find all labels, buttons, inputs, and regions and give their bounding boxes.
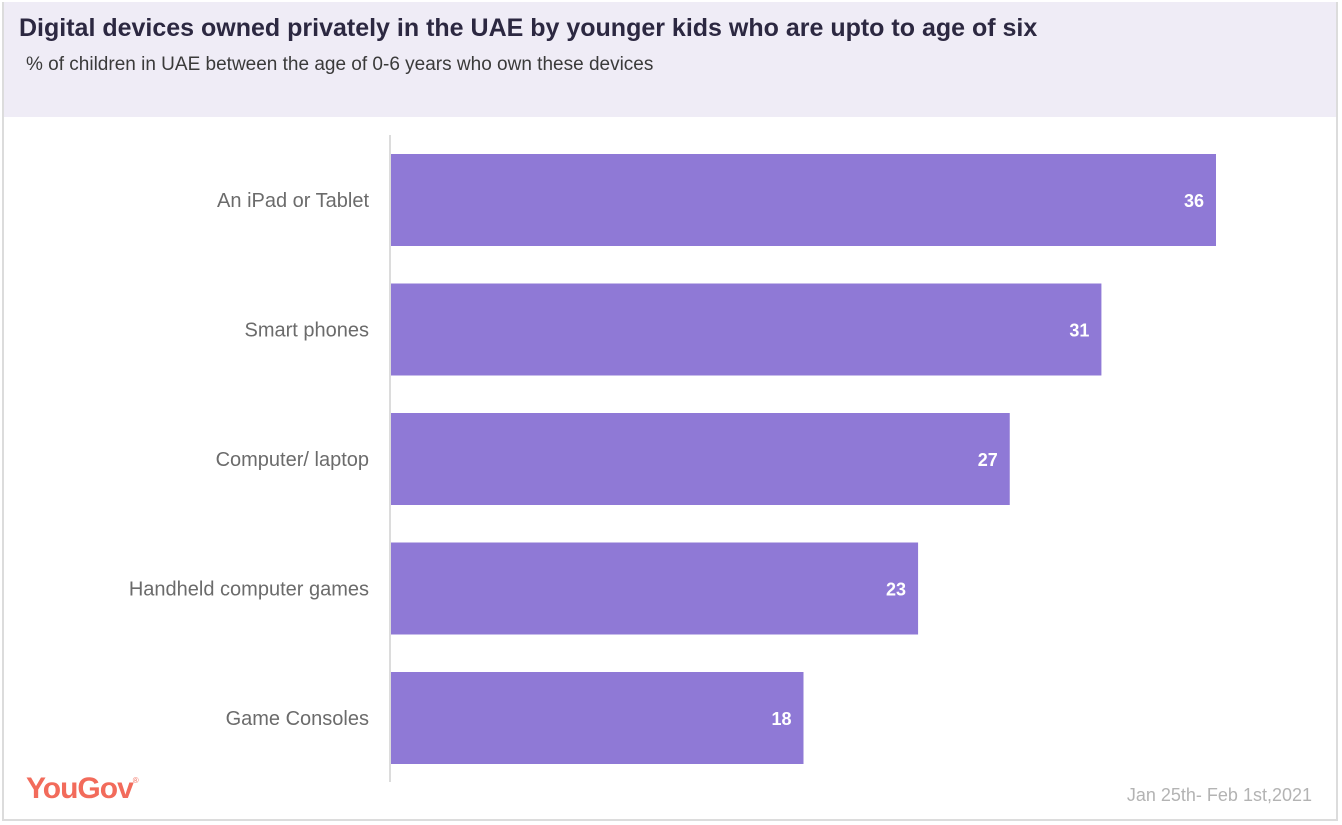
category-label: Handheld computer games [129,579,369,601]
logo-text: YouGov [26,772,134,805]
registered-mark-icon: ® [132,776,139,785]
category-label: Computer/ laptop [216,449,369,471]
date-range-footnote: Jan 25th- Feb 1st,2021 [1126,785,1312,805]
value-label: 36 [1184,191,1204,211]
yougov-logo: YouGov® [26,772,139,806]
chart-subtitle: % of children in UAE between the age of … [26,54,654,75]
category-label: Game Consoles [226,708,369,730]
bar [391,283,1102,376]
bar [391,154,1216,246]
chart-title: Digital devices owned privately in the U… [19,14,1038,42]
bar [391,413,1010,505]
bar [391,542,919,635]
category-label: An iPad or Tablet [217,190,369,212]
bar [391,672,804,764]
category-label: Smart phones [244,320,369,342]
value-label: 31 [1069,321,1089,341]
value-label: 27 [978,450,998,470]
value-label: 18 [771,709,791,729]
chart-header: Digital devices owned privately in the U… [2,2,1338,117]
value-label: 23 [886,580,906,600]
